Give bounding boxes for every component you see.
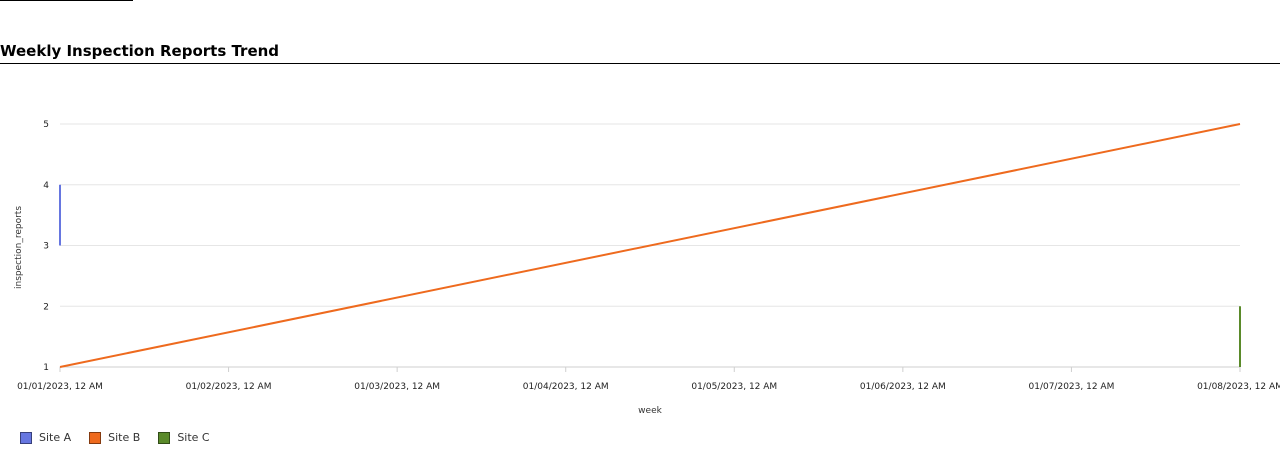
chart-legend: Site A Site B Site C	[20, 431, 210, 444]
x-tick-label: 01/05/2023, 12 AM	[691, 382, 777, 392]
y-axis-title: inspection_reports	[14, 206, 24, 289]
y-tick-label: 4	[43, 181, 49, 191]
chart-title: Weekly Inspection Reports Trend	[0, 42, 280, 60]
x-tick-label: 01/07/2023, 12 AM	[1029, 382, 1115, 392]
legend-label: Site A	[39, 431, 72, 444]
gridlines	[60, 123, 1240, 368]
legend-item-site-a[interactable]: Site A	[20, 431, 71, 444]
title-divider	[0, 63, 1280, 64]
y-tick-label: 1	[43, 363, 49, 373]
top-divider	[0, 0, 133, 1]
y-tick-label: 2	[43, 302, 49, 312]
x-tick-label: 01/01/2023, 12 AM	[17, 382, 103, 392]
y-tick-label: 5	[43, 120, 49, 130]
x-axis-title: week	[638, 406, 662, 416]
x-tick-label: 01/08/2023, 12 AM	[1197, 382, 1280, 392]
x-axis-ticks: 01/01/2023, 12 AM 01/02/2023, 12 AM 01/03/…	[17, 367, 1280, 392]
x-tick-label: 01/06/2023, 12 AM	[860, 382, 946, 392]
legend-label: Site B	[108, 431, 141, 444]
legend-item-site-b[interactable]: Site B	[89, 431, 140, 444]
y-tick-label: 3	[43, 242, 49, 252]
series-lines	[59, 123, 1241, 368]
legend-swatch	[89, 431, 102, 444]
legend-swatch	[20, 431, 32, 444]
series-line-site-b	[59, 123, 1241, 368]
x-tick-label: 01/02/2023, 12 AM	[186, 382, 272, 392]
legend-label: Site C	[177, 431, 210, 444]
legend-item-site-c[interactable]: Site C	[158, 431, 210, 444]
x-tick-label: 01/03/2023, 12 AM	[354, 382, 440, 392]
y-axis-ticks: 1 2 3 4 5	[43, 120, 49, 373]
x-tick-label: 01/04/2023, 12 AM	[523, 382, 609, 392]
legend-swatch	[158, 431, 171, 444]
